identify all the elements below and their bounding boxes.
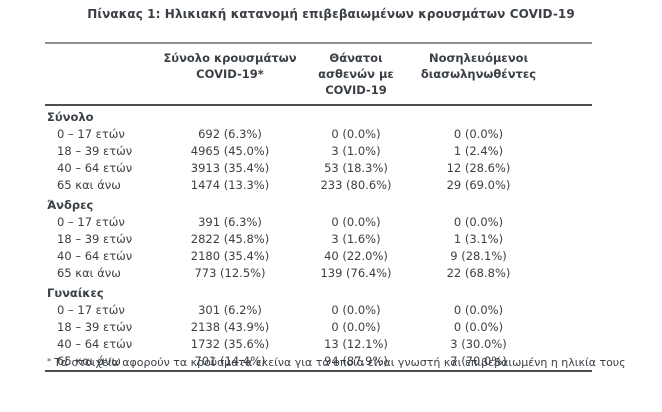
cases-cell: 3913 (35.4%) xyxy=(190,161,270,175)
age-cell: 18 – 39 ετών xyxy=(57,320,133,334)
age-cell: 18 – 39 ετών xyxy=(57,232,133,246)
cases-cell: 1732 (35.6%) xyxy=(190,337,270,351)
intubated-cell: 12 (28.6%) xyxy=(446,161,511,175)
deaths-cell: 0 (0.0%) xyxy=(331,127,381,141)
section-row-women: Γυναίκες xyxy=(45,282,592,302)
cases-cell: 2138 (43.9%) xyxy=(190,320,270,334)
section-row-men: Άνδρες xyxy=(45,194,592,214)
table-row: 40 – 64 ετών 3913 (35.4%) 53 (18.3%) 12 … xyxy=(45,160,592,177)
deaths-cell: 0 (0.0%) xyxy=(331,320,381,334)
header-spacer xyxy=(545,43,592,105)
intubated-cell: 1 (3.1%) xyxy=(453,232,504,246)
age-cell: 18 – 39 ετών xyxy=(57,144,133,158)
age-cell: 0 – 17 ετών xyxy=(57,127,125,141)
cases-cell: 773 (12.5%) xyxy=(194,266,266,280)
cases-cell: 4965 (45.0%) xyxy=(190,144,270,158)
spacer-cell xyxy=(545,160,592,177)
intubated-cell: 3 (30.0%) xyxy=(450,337,507,351)
covid-age-table: Σύνολο κρουσμάτων COVID-19* Θάνατοι ασθε… xyxy=(45,42,592,372)
deaths-cell: 53 (18.3%) xyxy=(324,161,388,175)
section-label-women: Γυναίκες xyxy=(47,286,104,300)
intubated-cell: 7 (70.0%) xyxy=(450,354,507,368)
table-footnote: * Τα στοιχεία αφορούν τα κρούσματα εκείνα… xyxy=(47,356,647,370)
table-title: Πίνακας 1: Ηλικιακή κατανομή επιβεβαιωμέ… xyxy=(87,7,575,21)
cases-cell: 2822 (45.8%) xyxy=(190,232,270,246)
age-cell: 40 – 64 ετών xyxy=(57,249,133,263)
spacer-cell xyxy=(545,177,592,194)
table-row: 65 και άνω 1474 (13.3%) 233 (80.6%) 29 (… xyxy=(45,177,592,194)
header-intubated-line1: Νοσηλευόμενοι xyxy=(428,51,529,65)
spacer-cell xyxy=(545,265,592,282)
intubated-cell: 0 (0.0%) xyxy=(453,127,504,141)
intubated-cell: 29 (69.0%) xyxy=(446,178,511,192)
section-label-men: Άνδρες xyxy=(47,198,94,212)
spacer-cell xyxy=(545,231,592,248)
intubated-cell: 22 (68.8%) xyxy=(446,266,511,280)
spacer-cell xyxy=(545,319,592,336)
table-row: 0 – 17 ετών 391 (6.3%) 0 (0.0%) 0 (0.0%) xyxy=(45,214,592,231)
header-total-cases-line2: COVID-19* xyxy=(196,67,264,81)
header-intubated: Νοσηλευόμενοι διασωληνωθέντες xyxy=(412,43,545,105)
age-cell: 0 – 17 ετών xyxy=(57,215,125,229)
spacer-cell xyxy=(545,302,592,319)
table-row: 40 – 64 ετών 1732 (35.6%) 13 (12.1%) 3 (… xyxy=(45,336,592,353)
spacer-cell xyxy=(545,214,592,231)
intubated-cell: 1 (2.4%) xyxy=(453,144,504,158)
table-row: 18 – 39 ετών 2138 (43.9%) 0 (0.0%) 0 (0.… xyxy=(45,319,592,336)
header-deaths-line1: Θάνατοι ασθενών με xyxy=(318,51,394,81)
deaths-cell: 40 (22.0%) xyxy=(324,249,388,263)
header-deaths: Θάνατοι ασθενών με COVID-19 xyxy=(300,43,412,105)
intubated-cell: 0 (0.0%) xyxy=(453,320,504,334)
deaths-cell: 94 (87.9%) xyxy=(324,354,388,368)
footnote-asterisk: * xyxy=(47,357,51,366)
deaths-cell: 233 (80.6%) xyxy=(320,178,392,192)
cases-cell: 692 (6.3%) xyxy=(198,127,262,141)
table-row: 18 – 39 ετών 4965 (45.0%) 3 (1.0%) 1 (2.… xyxy=(45,143,592,160)
spacer-cell xyxy=(545,143,592,160)
spacer-cell xyxy=(545,336,592,353)
age-cell: 65 και άνω xyxy=(57,266,121,280)
header-total-cases-line1: Σύνολο κρουσμάτων xyxy=(163,51,297,65)
age-cell: 65 και άνω xyxy=(57,178,121,192)
section-label-total: Σύνολο xyxy=(47,110,94,124)
deaths-cell: 0 (0.0%) xyxy=(331,215,381,229)
cases-cell: 391 (6.3%) xyxy=(198,215,262,229)
header-total-cases: Σύνολο κρουσμάτων COVID-19* xyxy=(160,43,300,105)
cases-cell: 2180 (35.4%) xyxy=(190,249,270,263)
table-row: 40 – 64 ετών 2180 (35.4%) 40 (22.0%) 9 (… xyxy=(45,248,592,265)
spacer-cell xyxy=(545,126,592,143)
age-cell: 40 – 64 ετών xyxy=(57,161,133,175)
age-cell: 40 – 64 ετών xyxy=(57,337,133,351)
covid-age-table-container: Σύνολο κρουσμάτων COVID-19* Θάνατοι ασθε… xyxy=(45,42,592,372)
intubated-cell: 0 (0.0%) xyxy=(453,303,504,317)
age-cell: 65 και άνω xyxy=(57,354,121,368)
deaths-cell: 139 (76.4%) xyxy=(320,266,392,280)
footnote-text: Τα στοιχεία αφορούν τα κρούσματα εκείνα … xyxy=(54,356,626,369)
header-row: Σύνολο κρουσμάτων COVID-19* Θάνατοι ασθε… xyxy=(45,43,592,105)
deaths-cell: 3 (1.6%) xyxy=(331,232,381,246)
section-row-total: Σύνολο xyxy=(45,105,592,126)
table-row: 65 και άνω 773 (12.5%) 139 (76.4%) 22 (6… xyxy=(45,265,592,282)
deaths-cell: 3 (1.0%) xyxy=(331,144,381,158)
table-row: 65 και άνω 701 (14.4%) 94 (87.9%) 7 (70.… xyxy=(45,353,592,371)
cases-cell: 701 (14.4%) xyxy=(194,354,266,368)
deaths-cell: 0 (0.0%) xyxy=(331,303,381,317)
cases-cell: 1474 (13.3%) xyxy=(190,178,270,192)
header-intubated-line2: διασωληνωθέντες xyxy=(420,67,537,81)
age-cell: 0 – 17 ετών xyxy=(57,303,125,317)
header-empty xyxy=(45,43,160,105)
header-deaths-line2: COVID-19 xyxy=(325,83,387,97)
deaths-cell: 13 (12.1%) xyxy=(324,337,388,351)
table-row: 0 – 17 ετών 301 (6.2%) 0 (0.0%) 0 (0.0%) xyxy=(45,302,592,319)
spacer-cell xyxy=(545,248,592,265)
intubated-cell: 0 (0.0%) xyxy=(453,215,504,229)
table-row: 0 – 17 ετών 692 (6.3%) 0 (0.0%) 0 (0.0%) xyxy=(45,126,592,143)
intubated-cell: 9 (28.1%) xyxy=(450,249,507,263)
table-row: 18 – 39 ετών 2822 (45.8%) 3 (1.6%) 1 (3.… xyxy=(45,231,592,248)
cases-cell: 301 (6.2%) xyxy=(198,303,262,317)
